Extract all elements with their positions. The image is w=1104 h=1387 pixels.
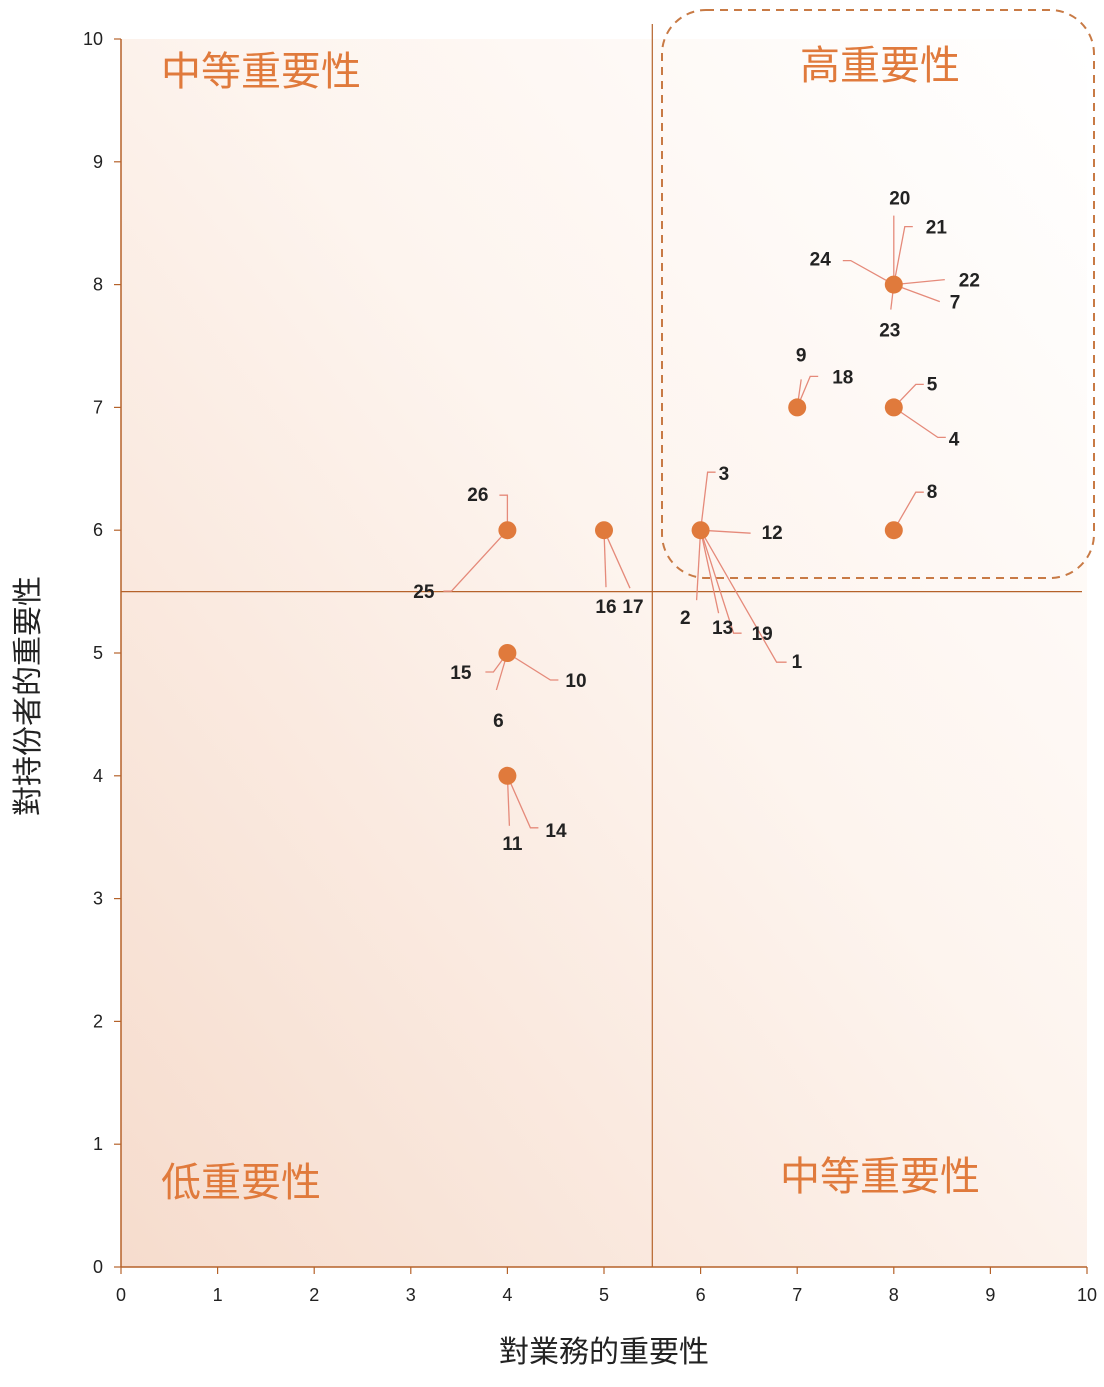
leader-line-10 (507, 652, 559, 681)
data-point-9 (788, 398, 807, 417)
point-label-7: 7 (950, 293, 961, 314)
point-label-11: 11 (502, 834, 523, 855)
point-label-12: 12 (762, 523, 783, 544)
data-point-4 (884, 398, 903, 417)
y-axis-title: 對持份者的重要性 (11, 576, 46, 816)
point-label-6: 6 (493, 711, 504, 732)
y-tick-label: 10 (83, 29, 103, 49)
x-tick-label: 2 (309, 1285, 319, 1305)
x-ticks: 0 1 2 3 4 5 6 7 8 9 10 (116, 1267, 1097, 1305)
data-point-16 (595, 521, 613, 540)
leader-line-8 (893, 491, 924, 531)
x-axis: 0 1 2 3 4 5 6 7 8 9 10 對業務的重要性 (116, 1266, 1097, 1370)
point-label-14: 14 (545, 821, 567, 842)
data-point-11 (498, 766, 517, 785)
point-label-26: 26 (467, 485, 488, 506)
point-markers (498, 275, 903, 785)
leader-line-2 (695, 530, 702, 601)
data-point-7 (884, 275, 903, 294)
leader-line-5 (893, 383, 924, 408)
y-tick-label: 2 (93, 1011, 103, 1031)
x-tick-label: 9 (985, 1285, 995, 1305)
quadrant-label-top-right: 高重要性 (800, 43, 960, 89)
point-label-25: 25 (413, 582, 435, 603)
point-label-3: 3 (719, 464, 730, 485)
leader-line-17 (603, 529, 631, 589)
y-tick-label: 1 (93, 1134, 103, 1154)
point-label-15: 15 (450, 663, 472, 684)
x-tick-label: 5 (599, 1285, 609, 1305)
y-tick-label: 7 (93, 397, 103, 417)
leader-lines (443, 215, 946, 829)
x-tick-label: 6 (696, 1285, 706, 1305)
x-tick-label: 10 (1077, 1285, 1097, 1305)
leader-line-14 (506, 775, 539, 829)
y-axis: 0 1 2 3 4 5 6 7 8 9 10 對持份者的重要性 (11, 29, 122, 1277)
y-tick-label: 8 (93, 275, 103, 295)
y-tick-label: 3 (93, 889, 103, 909)
point-label-20: 20 (889, 189, 910, 210)
leader-line-24 (842, 259, 895, 286)
leader-line-25 (443, 529, 508, 592)
leader-line-18 (796, 375, 819, 408)
plot-background (121, 39, 1087, 1267)
leader-line-4 (893, 406, 946, 439)
leader-line-19 (699, 530, 742, 634)
point-label-18: 18 (832, 367, 853, 388)
point-label-19: 19 (752, 624, 773, 645)
point-label-2: 2 (680, 608, 691, 629)
point-label-13: 13 (712, 618, 733, 639)
leader-line-13 (699, 530, 720, 614)
y-tick-label: 5 (93, 643, 103, 663)
point-label-22: 22 (959, 271, 980, 292)
y-tick-label: 9 (93, 152, 103, 172)
quadrant-labels: 中等重要性 高重要性 低重要性 中等重要性 (161, 43, 980, 1206)
high-importance-highlight-box (661, 9, 1095, 579)
point-label-23: 23 (879, 321, 900, 342)
data-point-1 (691, 521, 710, 540)
quadrant-label-top-left: 中等重要性 (161, 49, 361, 95)
quadrant-label-bottom-right: 中等重要性 (780, 1154, 980, 1200)
leader-line-3 (699, 471, 716, 531)
y-tick-label: 6 (93, 520, 103, 540)
y-tick-label: 4 (93, 766, 103, 786)
data-point-8 (884, 521, 903, 540)
point-label-24: 24 (810, 250, 832, 271)
point-label-5: 5 (927, 374, 938, 395)
y-ticks: 0 1 2 3 4 5 6 7 8 9 10 (83, 29, 121, 1277)
x-tick-label: 7 (792, 1285, 802, 1305)
data-point-6 (498, 644, 517, 662)
leader-line-1 (700, 529, 787, 663)
point-label-17: 17 (622, 597, 643, 618)
x-tick-label: 0 (116, 1285, 126, 1305)
y-tick-label: 0 (93, 1257, 103, 1277)
leader-line-16 (603, 530, 607, 588)
leader-line-26 (499, 494, 509, 531)
x-axis-title: 對業務的重要性 (499, 1335, 709, 1370)
point-label-4: 4 (949, 429, 960, 450)
point-label-10: 10 (565, 671, 586, 692)
x-tick-label: 1 (213, 1285, 223, 1305)
quadrant-label-bottom-left: 低重要性 (161, 1160, 321, 1206)
point-label-1: 1 (792, 652, 803, 673)
x-tick-label: 4 (502, 1285, 512, 1305)
point-label-9: 9 (796, 345, 807, 366)
point-label-16: 16 (595, 597, 616, 618)
quadrant-dividers (121, 24, 1082, 1267)
point-label-8: 8 (927, 482, 938, 503)
x-tick-label: 3 (406, 1285, 416, 1305)
data-point-25 (498, 521, 517, 540)
point-label-21: 21 (926, 218, 948, 239)
leader-line-21 (893, 225, 913, 285)
x-tick-label: 8 (889, 1285, 899, 1305)
